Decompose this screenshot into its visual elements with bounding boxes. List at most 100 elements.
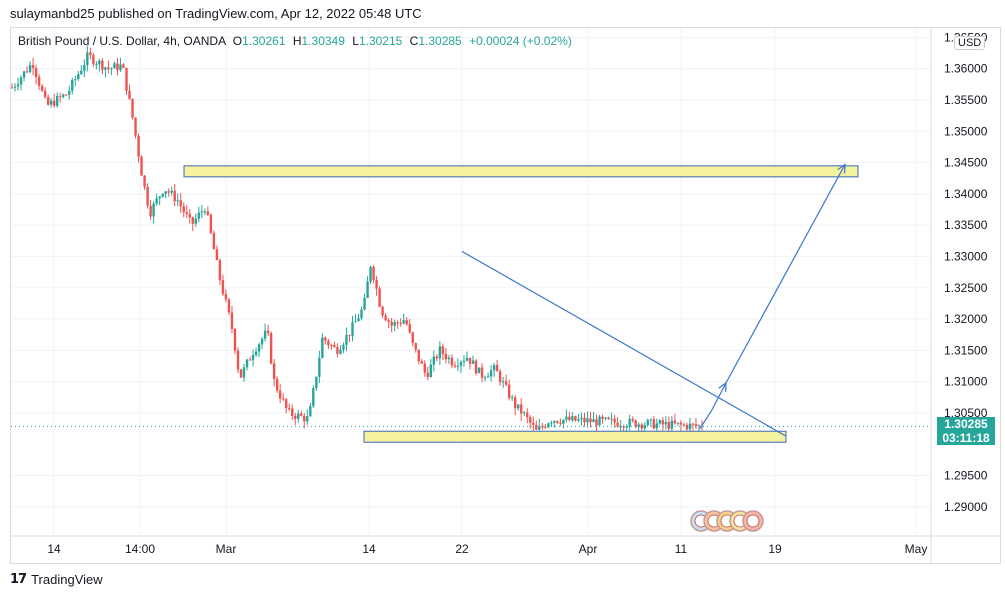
candle-body xyxy=(556,421,559,423)
candle-body xyxy=(372,266,375,280)
candle-body xyxy=(520,404,523,414)
candle-body xyxy=(658,420,662,424)
candle-body xyxy=(98,60,101,65)
candle-body xyxy=(203,211,207,213)
candle-body xyxy=(676,422,680,424)
candle-body xyxy=(68,90,71,95)
y-tick-label: 1.36000 xyxy=(944,62,988,76)
tradingview-logo[interactable]: 17 TradingView xyxy=(10,572,103,587)
candle-body xyxy=(486,376,490,378)
candle-body xyxy=(661,420,665,425)
candle-body xyxy=(345,334,348,345)
candle-body xyxy=(164,191,167,194)
open-value: 1.30261 xyxy=(242,34,286,48)
candle-body xyxy=(375,279,378,289)
candle-body xyxy=(655,423,659,429)
candle-body xyxy=(673,420,677,424)
candle-body xyxy=(113,63,116,69)
grid-lines xyxy=(10,28,1000,564)
candle-body xyxy=(62,94,65,97)
y-tick-label: 1.31500 xyxy=(944,343,988,357)
candle-body xyxy=(535,424,538,430)
candle-body xyxy=(107,67,110,70)
x-tick-label: 22 xyxy=(455,542,469,556)
candle-body xyxy=(664,422,668,425)
x-tick-label: 14:00 xyxy=(125,542,155,556)
candle-body xyxy=(384,315,387,321)
candle-body xyxy=(411,332,414,344)
candle-body xyxy=(532,422,535,425)
candle-body xyxy=(104,67,107,70)
event-icon-core xyxy=(746,514,760,528)
candle-body xyxy=(357,318,360,322)
chart-frame xyxy=(10,27,1001,564)
candle-body xyxy=(348,334,351,336)
candle-body xyxy=(480,367,484,378)
candle-body xyxy=(523,412,526,414)
candle-body xyxy=(565,416,568,420)
candle-body xyxy=(402,320,405,324)
candle-body xyxy=(185,212,188,214)
candle-body xyxy=(613,418,616,423)
candle-body xyxy=(685,424,689,430)
x-tick-label: 19 xyxy=(768,542,782,556)
candle-body xyxy=(46,97,50,105)
y-tick-label: 1.32500 xyxy=(944,281,988,295)
y-tick-label: 1.34000 xyxy=(944,187,988,201)
candle-body xyxy=(544,426,547,428)
candle-body xyxy=(390,321,393,326)
candle-body xyxy=(529,417,532,423)
candle-body xyxy=(49,100,53,105)
candle-body xyxy=(586,418,589,423)
candle-body xyxy=(477,367,481,374)
candle-body xyxy=(396,322,399,324)
candle-body xyxy=(432,356,436,365)
candle-body xyxy=(221,280,225,294)
candle-body xyxy=(306,416,309,422)
symbol-legend: British Pound / U.S. Dollar, 4h, OANDA O… xyxy=(18,34,572,48)
candle-body xyxy=(327,340,330,346)
x-tick-label: Mar xyxy=(216,542,237,556)
candle-body xyxy=(170,190,173,193)
y-tick-label: 1.35500 xyxy=(944,93,988,107)
candle-body xyxy=(381,306,384,316)
candle-body xyxy=(366,281,369,299)
candle-body xyxy=(52,100,56,106)
candle-body xyxy=(10,87,14,89)
candle-body xyxy=(465,357,469,361)
candle-body xyxy=(215,249,219,261)
candle-body xyxy=(86,52,89,65)
candle-body xyxy=(25,71,29,73)
candle-body xyxy=(303,415,306,422)
candle-body xyxy=(272,363,276,379)
y-tick-label: 1.33000 xyxy=(944,249,988,263)
candle-body xyxy=(393,322,396,326)
candle-body xyxy=(351,322,354,336)
candle-body xyxy=(414,343,417,350)
candle-body xyxy=(218,260,222,281)
candle-body xyxy=(468,357,472,364)
candle-body xyxy=(300,413,303,416)
candle-body xyxy=(616,422,619,427)
candle-body xyxy=(134,117,137,136)
candle-body xyxy=(598,416,601,426)
high-label: H xyxy=(292,34,302,48)
candle-body xyxy=(369,266,372,282)
candle-body xyxy=(637,424,640,428)
candle-body xyxy=(173,190,176,202)
candle-body xyxy=(589,418,592,423)
candle-body xyxy=(504,381,508,385)
candle-body xyxy=(447,357,451,360)
candle-body xyxy=(378,288,381,307)
candle-body xyxy=(22,71,26,78)
candle-body xyxy=(646,420,649,426)
candle-body xyxy=(321,337,324,359)
candle-body xyxy=(444,353,448,360)
currency-badge[interactable]: USD xyxy=(954,36,986,50)
candle-body xyxy=(167,191,170,193)
candle-body xyxy=(501,381,505,383)
candle-body xyxy=(275,378,279,391)
candle-body xyxy=(37,77,41,86)
usd-flag-icon xyxy=(742,510,764,532)
